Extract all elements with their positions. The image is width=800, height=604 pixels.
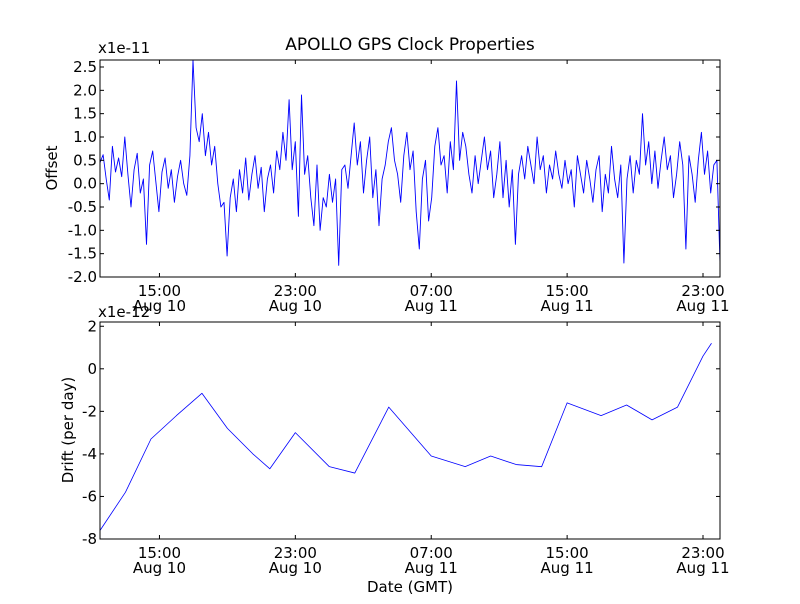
drift-ytick-label: -2 <box>82 402 97 420</box>
drift-axes-frame <box>99 321 721 540</box>
offset-series-group <box>99 59 721 266</box>
drift-y-multiplier: x1e-12 <box>98 303 150 321</box>
drift-xtick-time-label: 23:00 <box>274 544 317 562</box>
drift-xtick-date-label: Aug 11 <box>676 559 729 577</box>
offset-ytick-label: 0.5 <box>73 151 97 169</box>
drift-ytick-label: -6 <box>82 487 97 505</box>
offset-axes-frame <box>99 59 721 278</box>
offset-xtick-date-label: Aug 11 <box>676 297 729 315</box>
offset-xtick-date-label: Aug 11 <box>405 297 458 315</box>
offset-ytick-label: -1.5 <box>68 245 97 263</box>
offset-ytick-label: -2.0 <box>68 268 97 286</box>
drift-series-group <box>99 343 712 531</box>
drift-xtick-time-label: 07:00 <box>410 544 453 562</box>
offset-panel: -2.0 -1.5 -1.0 -0.5 0.0 0.5 1.0 1.5 2.0 2.5 15:00… <box>43 39 730 315</box>
offset-xtick-time-label: 23:00 <box>274 282 317 300</box>
drift-xtick-time-label: 23:00 <box>681 544 724 562</box>
offset-xtick-date-label: Aug 11 <box>541 297 594 315</box>
offset-ytick-label: 2.0 <box>73 81 97 99</box>
offset-ytick-label: 0.0 <box>73 175 97 193</box>
offset-ytick-label: 1.0 <box>73 128 97 146</box>
drift-ytick-label: -8 <box>82 530 97 548</box>
drift-xtick-date-label: Aug 11 <box>541 559 594 577</box>
offset-xtick-time-label: 23:00 <box>681 282 724 300</box>
drift-ytick-label: 0 <box>87 360 97 378</box>
drift-y-axis-label: Drift (per day) <box>59 377 77 484</box>
offset-ytick-label: -1.0 <box>68 221 97 239</box>
drift-xtick-time-label: 15:00 <box>138 544 181 562</box>
drift-xtick-date-label: Aug 11 <box>405 559 458 577</box>
offset-ytick-label: -0.5 <box>68 198 97 216</box>
drift-xtick-time-label: 15:00 <box>546 544 589 562</box>
figure-title: APOLLO GPS Clock Properties <box>285 35 535 55</box>
offset-ytick-label: 2.5 <box>73 58 97 76</box>
offset-xtick-date-label: Aug 10 <box>133 297 186 315</box>
drift-xtick-date-label: Aug 10 <box>133 559 186 577</box>
offset-xtick-date-label: Aug 10 <box>269 297 322 315</box>
drift-series-line-0 <box>99 343 712 531</box>
offset-series-line-0 <box>99 59 721 266</box>
drift-ytick-label: 2 <box>87 317 97 335</box>
drift-x-axis-label: Date (GMT) <box>367 578 453 596</box>
offset-y-axis-label: Offset <box>43 145 61 190</box>
offset-ytick-label: 1.5 <box>73 105 97 123</box>
offset-y-multiplier: x1e-11 <box>98 39 150 57</box>
drift-xtick-date-label: Aug 10 <box>269 559 322 577</box>
drift-y-ticks: -8 -6 -4 -2 0 2 <box>82 317 720 548</box>
offset-xtick-time-label: 15:00 <box>138 282 181 300</box>
offset-xtick-time-label: 07:00 <box>410 282 453 300</box>
drift-ytick-label: -4 <box>82 445 97 463</box>
offset-y-ticks: -2.0 -1.5 -1.0 -0.5 0.0 0.5 1.0 1.5 2.0 2.5 <box>68 58 720 286</box>
offset-xtick-time-label: 15:00 <box>546 282 589 300</box>
